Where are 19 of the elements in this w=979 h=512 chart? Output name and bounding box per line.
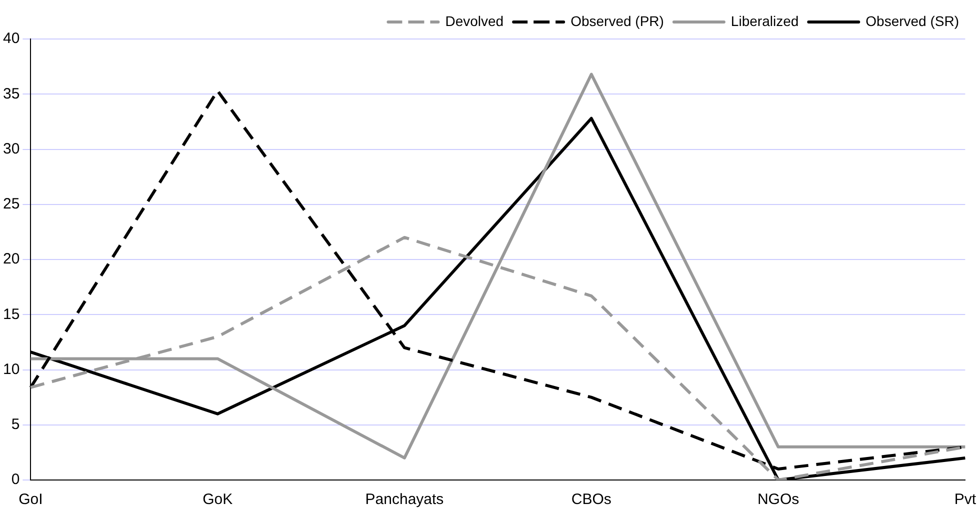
legend-label: Observed (PR) (570, 12, 664, 29)
x-tick-label: GoK (202, 491, 233, 508)
y-tick-label: 15 (2, 306, 20, 323)
x-tick-label: Panchayats (365, 491, 444, 508)
y-tick-label: 35 (2, 85, 20, 102)
x-tick-label: GoI (18, 491, 43, 508)
y-tick-label: 30 (2, 140, 20, 158)
x-tick-label: Pvt (954, 491, 977, 508)
y-tick-label: 10 (2, 360, 20, 378)
legend-label: Observed (SR) (866, 12, 959, 29)
legend-label: Liberalized (730, 12, 799, 29)
x-tick-label: CBOs (571, 491, 612, 508)
y-tick-label: 20 (2, 250, 20, 268)
x-tick-label: NGOs (757, 491, 800, 508)
y-tick-label: 5 (11, 416, 20, 434)
y-tick-label: 25 (2, 196, 20, 213)
y-tick-label: 40 (2, 30, 20, 48)
legend-label: Devolved (445, 12, 504, 29)
y-tick-label: 0 (11, 471, 20, 488)
